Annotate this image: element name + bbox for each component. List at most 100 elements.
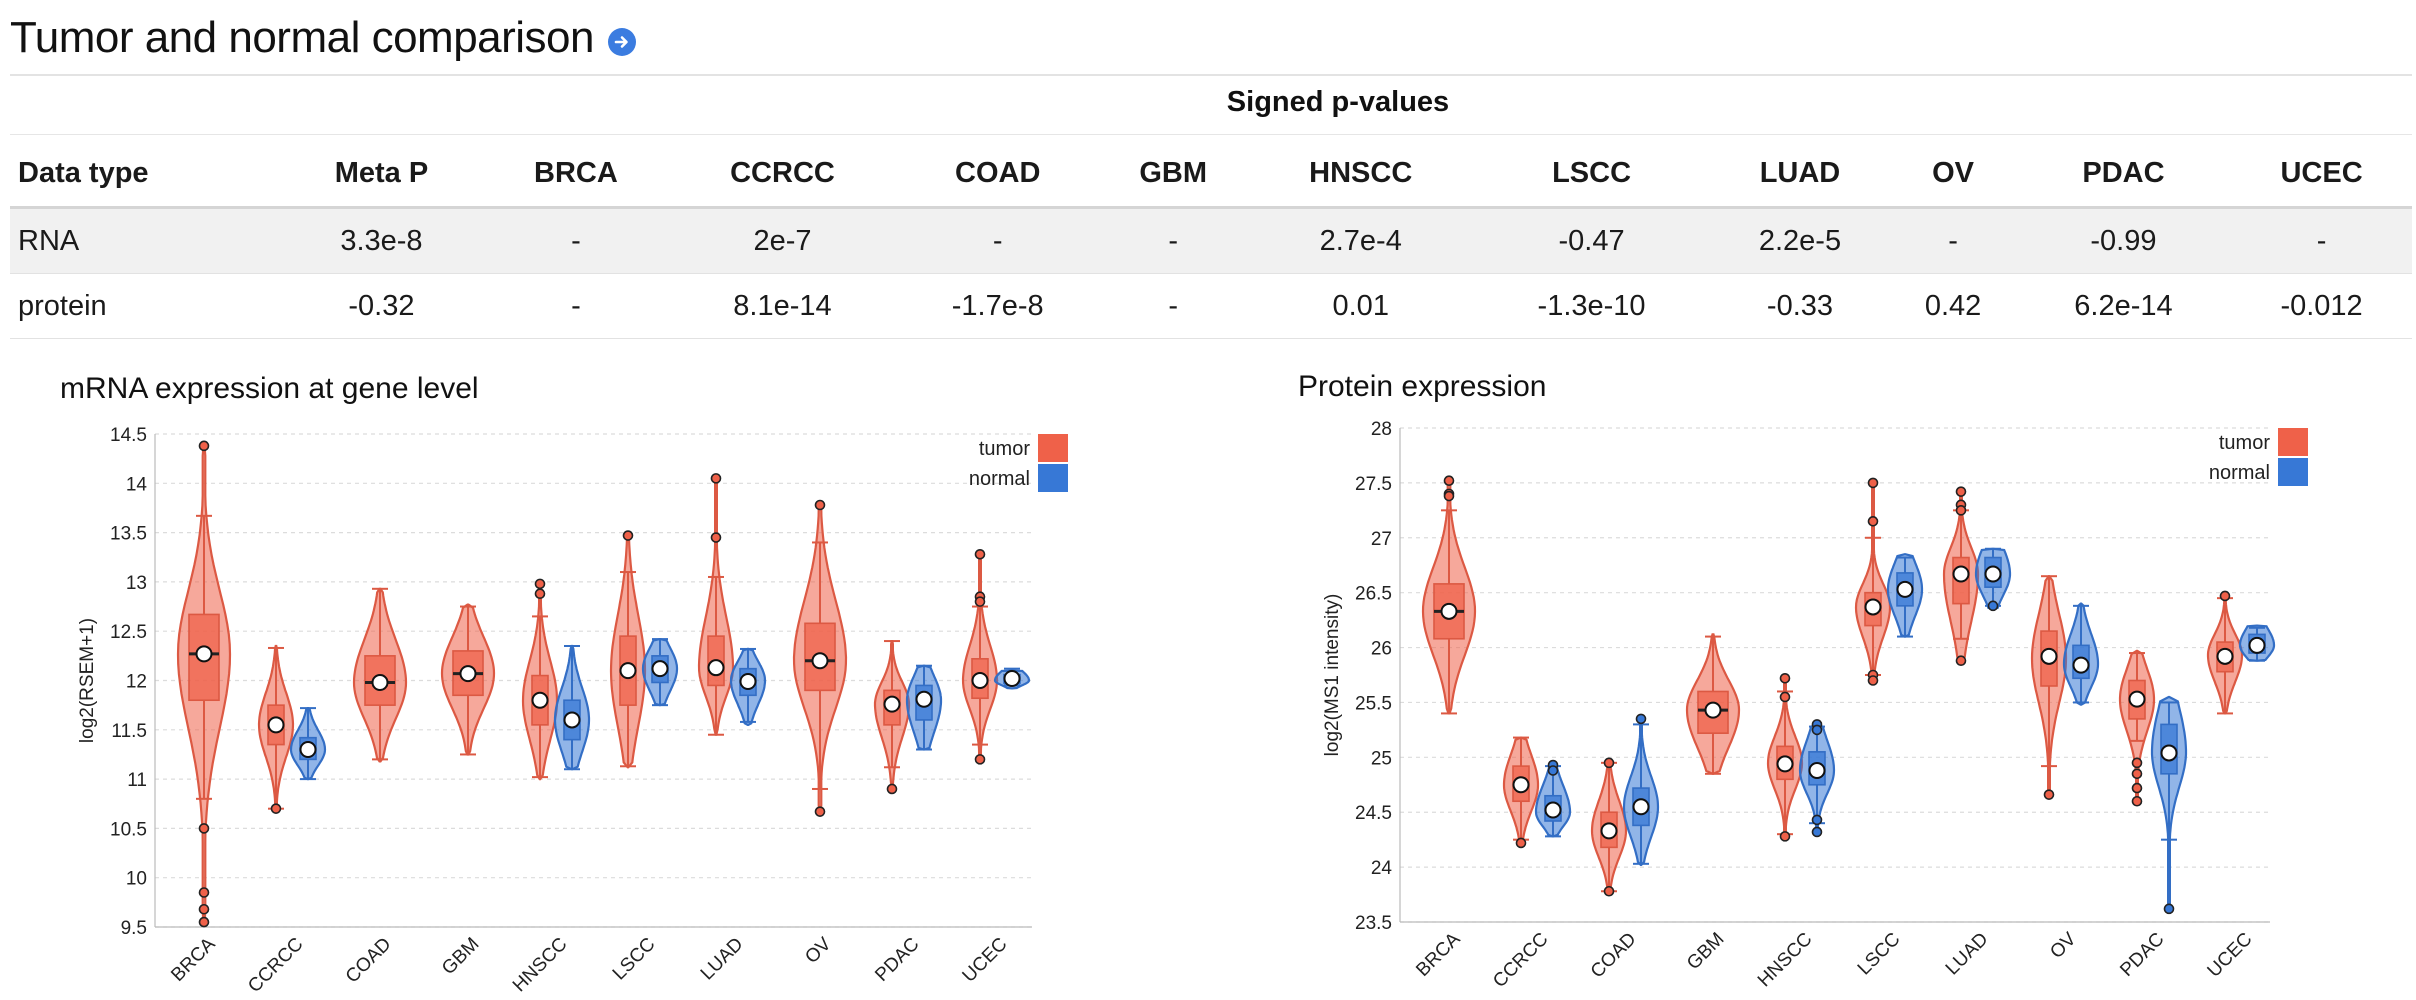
mean-marker bbox=[1440, 602, 1458, 620]
y-tick-label: 10.5 bbox=[110, 819, 147, 840]
table-cell: -0.32 bbox=[279, 273, 484, 339]
iqr-box bbox=[188, 613, 220, 702]
legend-swatch bbox=[2278, 428, 2308, 456]
table-cell: -0.012 bbox=[2231, 273, 2412, 339]
pvalues-header-row: Data type Meta P BRCA CCRCC COAD GBM HNS… bbox=[10, 140, 2412, 209]
col-header: OV bbox=[1890, 140, 2016, 209]
y-tick-label: 10 bbox=[126, 869, 147, 890]
y-tick-label: 23.5 bbox=[1355, 913, 1392, 934]
mean-marker bbox=[811, 652, 829, 670]
table-cell: 0.01 bbox=[1247, 273, 1474, 339]
x-tick-label: LSCC bbox=[1854, 929, 1905, 980]
mean-marker bbox=[531, 691, 549, 709]
x-tick-label: PDAC bbox=[871, 934, 923, 986]
table-cell: -0.33 bbox=[1709, 273, 1891, 339]
table-row-rna: RNA 3.3e-8 - 2e-7 - - 2.7e-4 -0.47 2.2e-… bbox=[10, 207, 2412, 274]
mrna-violin-chart: 9.5 10 10.5 11 11.5 12 12.5 13 13.5 14 14.5 log2(RS… bbox=[77, 425, 1068, 997]
y-tick-label: 27 bbox=[1371, 529, 1392, 550]
outlier-point bbox=[974, 754, 986, 765]
mean-marker bbox=[267, 716, 285, 734]
col-header: Data type bbox=[10, 140, 279, 209]
y-tick-label: 9.5 bbox=[121, 918, 147, 939]
table-cell: -1.7e-8 bbox=[896, 273, 1099, 339]
mean-marker bbox=[2072, 656, 2090, 674]
mean-marker bbox=[1512, 776, 1530, 794]
mean-marker bbox=[619, 662, 637, 680]
x-tick-label: OV bbox=[801, 933, 835, 967]
table-cell: - bbox=[2231, 207, 2412, 274]
pvalues-table: Data type Meta P BRCA CCRCC COAD GBM HNS… bbox=[10, 140, 2412, 339]
mean-marker bbox=[195, 645, 213, 663]
y-tick-label: 11.5 bbox=[111, 721, 147, 742]
col-header: HNSCC bbox=[1247, 140, 1474, 209]
table-cell: RNA bbox=[10, 207, 279, 274]
outlier-point bbox=[198, 887, 210, 898]
outlier-point bbox=[1955, 505, 1967, 516]
protein-violin-chart: 23.5 24 24.5 25 25.5 26 26.5 27 27.5 28 log2(MS1 i… bbox=[1322, 419, 2308, 992]
outlier-point bbox=[710, 532, 722, 543]
outlier-point bbox=[974, 596, 986, 607]
arrow-right-circle-icon[interactable] bbox=[608, 28, 637, 56]
y-tick-label: 27.5 bbox=[1355, 474, 1392, 495]
outlier-point bbox=[198, 916, 210, 928]
outlier-point bbox=[198, 903, 210, 915]
mean-marker bbox=[1864, 598, 1882, 616]
outlier-point bbox=[1811, 724, 1823, 736]
legend-swatch bbox=[2278, 458, 2308, 486]
mean-marker bbox=[1003, 670, 1021, 688]
table-cell: - bbox=[896, 207, 1099, 274]
legend-label: normal bbox=[2209, 462, 2270, 484]
mean-marker bbox=[1704, 701, 1722, 719]
x-tick-label: HNSCC bbox=[1754, 929, 1817, 992]
mean-marker bbox=[1896, 580, 1914, 598]
x-tick-label: PDAC bbox=[2116, 929, 2168, 981]
x-tick-label: LUAD bbox=[1942, 929, 1993, 980]
mean-marker bbox=[2160, 744, 2178, 762]
table-cell: -1.3e-10 bbox=[1473, 273, 1710, 339]
outlier-point bbox=[534, 588, 546, 600]
x-tick-label: GBM bbox=[438, 934, 483, 979]
outlier-point bbox=[270, 803, 282, 814]
table-cell: - bbox=[1098, 273, 1248, 339]
x-tick-label: BRCA bbox=[167, 933, 219, 985]
legend-label: tumor bbox=[2219, 432, 2270, 454]
y-axis-label: log2(RSEM+1) bbox=[77, 618, 98, 743]
mean-marker bbox=[707, 659, 725, 677]
outlier-point bbox=[886, 783, 898, 795]
mean-marker bbox=[1632, 798, 1650, 816]
mean-marker bbox=[2248, 636, 2266, 654]
col-header: GBM bbox=[1098, 140, 1248, 209]
y-tick-label: 13.5 bbox=[110, 524, 147, 545]
mean-marker bbox=[1600, 822, 1618, 840]
legend-swatch bbox=[1038, 434, 1068, 462]
col-header: LSCC bbox=[1473, 140, 1710, 209]
outlier-point bbox=[1811, 826, 1823, 838]
title-divider bbox=[10, 74, 2412, 76]
table-row-protein: protein -0.32 - 8.1e-14 -1.7e-8 - 0.01 -… bbox=[10, 273, 2412, 339]
outlier-point bbox=[1603, 757, 1615, 769]
outlier-point bbox=[1635, 713, 1647, 725]
outlier-point bbox=[1443, 490, 1455, 502]
mean-marker bbox=[2040, 647, 2058, 665]
mean-marker bbox=[1776, 755, 1794, 773]
outlier-point bbox=[2131, 768, 2143, 780]
table-cell: -0.99 bbox=[2015, 207, 2232, 274]
caption-divider bbox=[10, 134, 2412, 135]
mrna-chart-title: mRNA expression at gene level bbox=[60, 372, 479, 405]
outlier-point bbox=[2131, 757, 2143, 769]
table-cell: protein bbox=[10, 273, 279, 339]
x-tick-label: OV bbox=[2046, 928, 2080, 962]
y-tick-label: 25.5 bbox=[1355, 693, 1392, 714]
outlier-point bbox=[1955, 486, 1967, 497]
table-cell: 0.42 bbox=[1890, 273, 2016, 339]
outlier-point bbox=[1779, 672, 1791, 684]
col-header: CCRCC bbox=[667, 140, 897, 209]
outlier-point bbox=[1515, 837, 1527, 849]
outlier-point bbox=[1547, 765, 1559, 776]
mean-marker bbox=[371, 673, 389, 691]
outlier-point bbox=[2043, 789, 2055, 800]
x-tick-label: CCRCC bbox=[244, 934, 307, 997]
outlier-point bbox=[974, 548, 986, 560]
mean-marker bbox=[739, 672, 757, 690]
table-cell: 2.2e-5 bbox=[1709, 207, 1891, 274]
